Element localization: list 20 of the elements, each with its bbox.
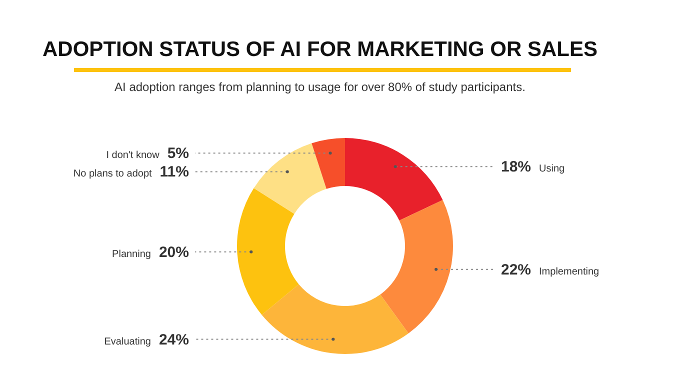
donut-slice xyxy=(254,143,326,214)
slice-label: Evaluating xyxy=(104,336,151,348)
data-label: 5% xyxy=(167,145,189,162)
slice-label: No plans to adopt xyxy=(73,168,152,180)
slice-label: I don't know xyxy=(106,150,160,162)
donut-slice xyxy=(237,188,299,315)
data-label: 11% xyxy=(160,164,189,181)
data-label: 24% xyxy=(158,331,189,348)
slice-label: Implementing xyxy=(539,266,600,278)
chart-subtitle: AI adoption ranges from planning to usage for over 80% of study participants. xyxy=(114,80,526,94)
donut-slice xyxy=(312,138,345,189)
data-label: 22% xyxy=(501,261,532,278)
donut-slice xyxy=(345,138,443,220)
donut-slice xyxy=(380,200,453,334)
donut-slice xyxy=(262,284,408,354)
slice-label: Using xyxy=(539,164,565,175)
data-label: 18% xyxy=(501,158,532,176)
chart-title: ADOPTION STATUS OF AI FOR MARKETING OR SALES xyxy=(42,38,598,62)
data-label: 20% xyxy=(158,244,189,261)
slice-label: Planning xyxy=(112,248,151,260)
